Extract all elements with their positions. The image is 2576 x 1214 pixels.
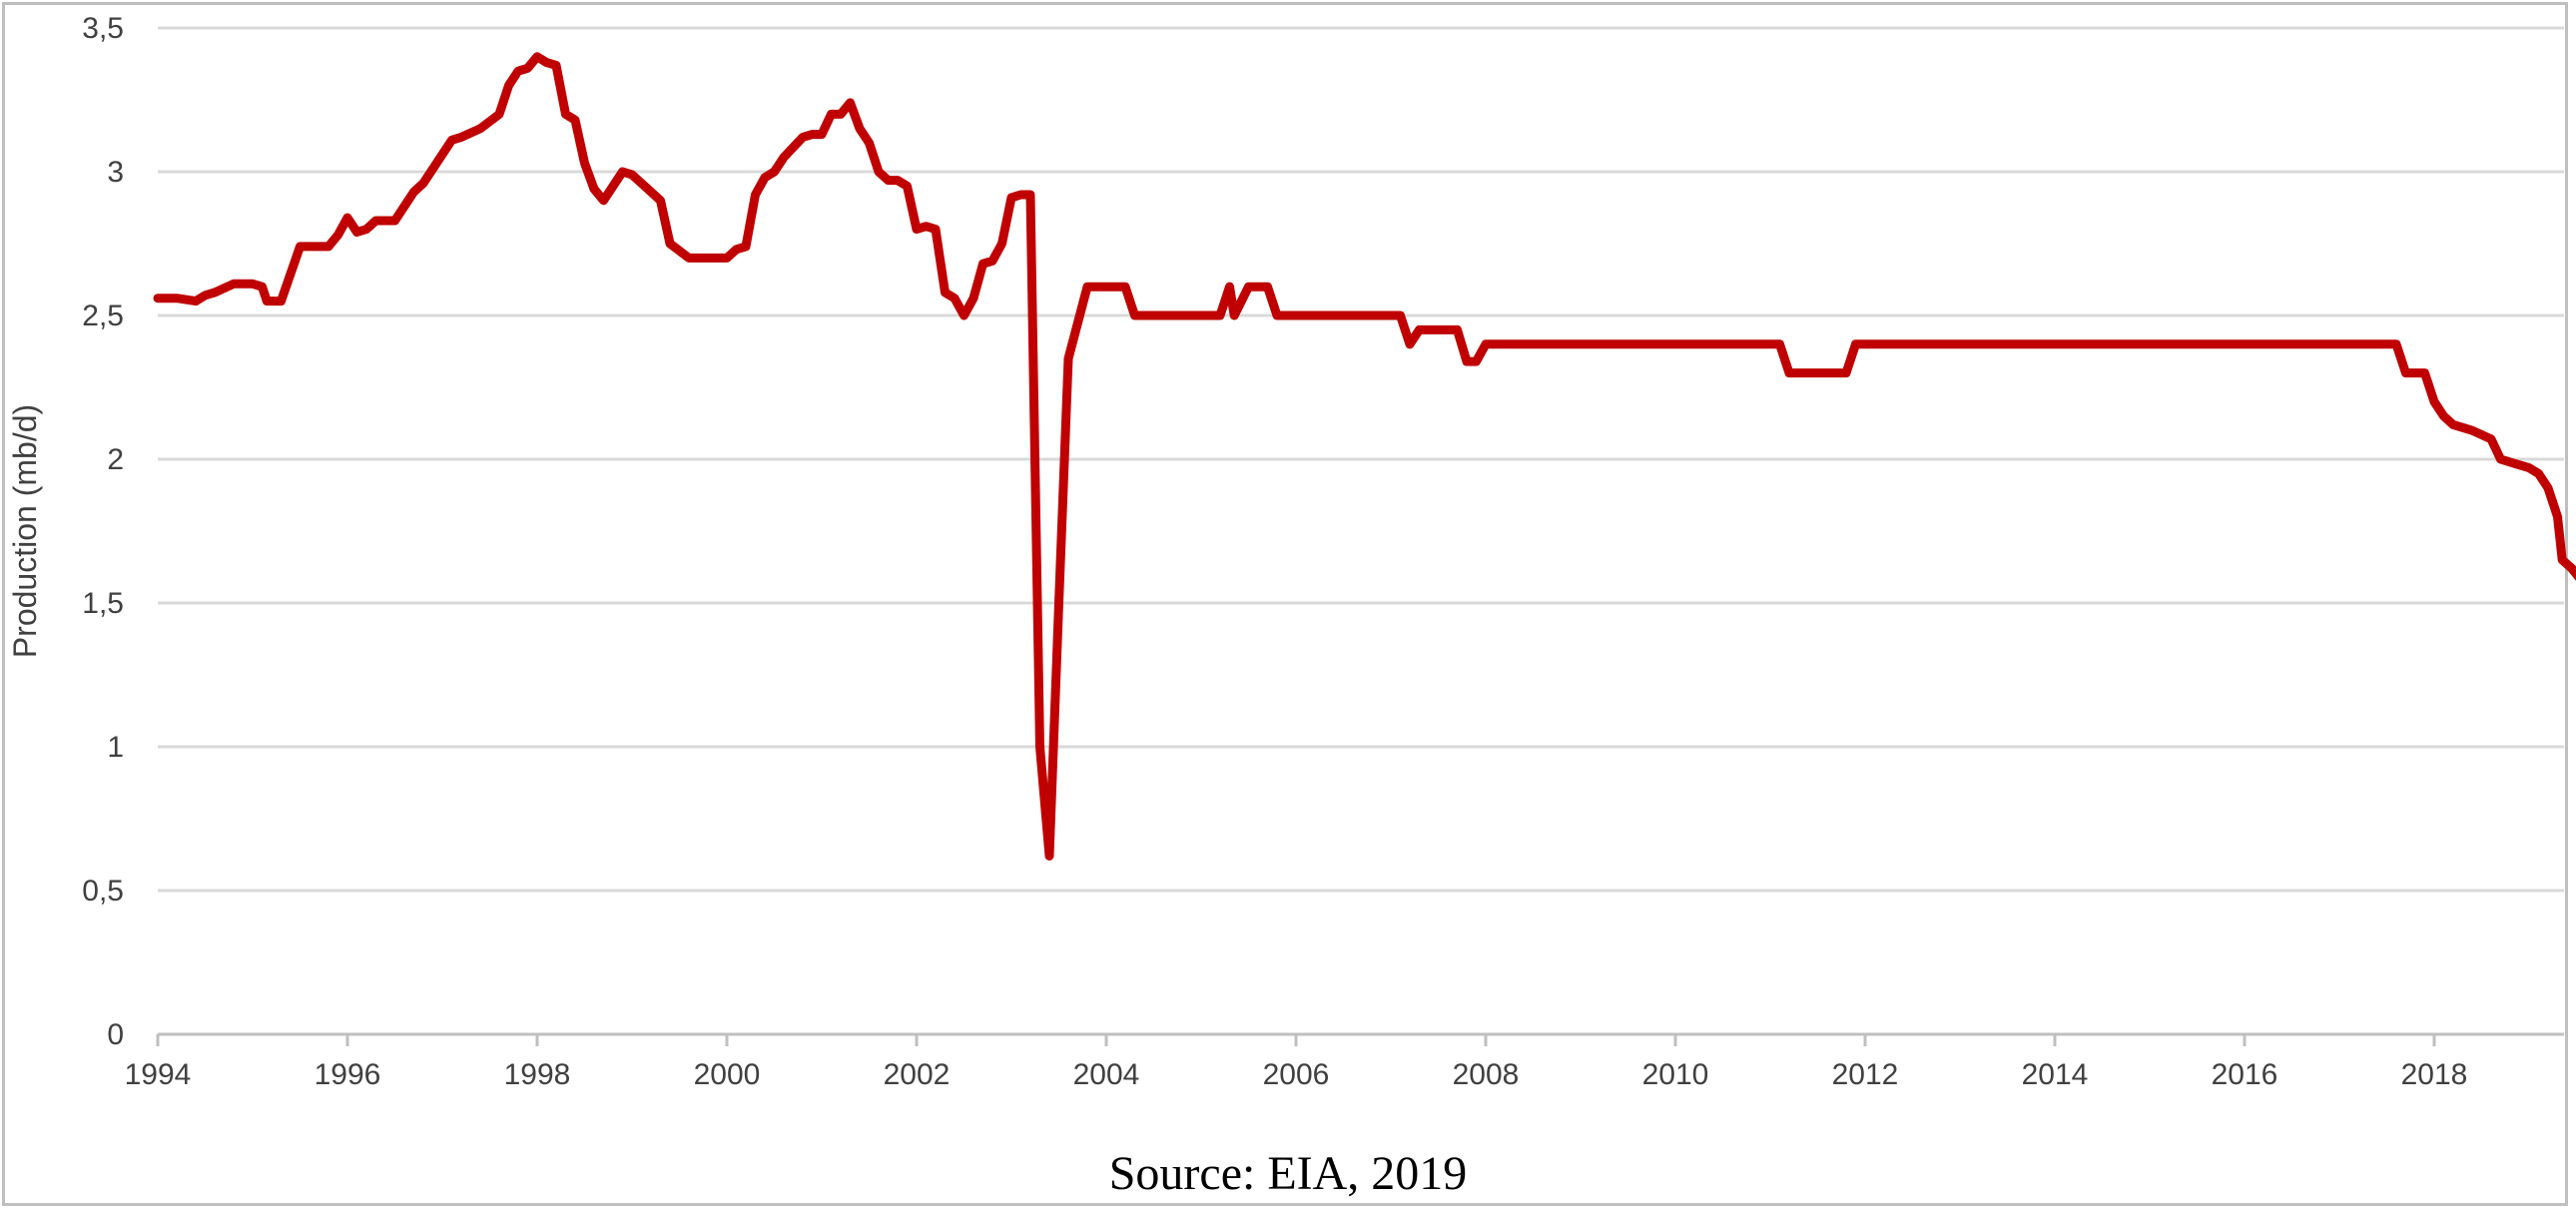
x-tick-label: 2006: [1263, 1058, 1330, 1091]
x-tick-label: 2008: [1453, 1058, 1520, 1091]
x-tick-label: 2016: [2212, 1058, 2278, 1091]
y-axis-title: Production (mb/d): [7, 404, 43, 658]
x-tick-label: 2012: [1832, 1058, 1899, 1091]
y-tick-label: 1,5: [82, 587, 124, 620]
x-tick-label: 2010: [1642, 1058, 1709, 1091]
series-line-0: [153, 52, 2576, 861]
x-tick-label: 1998: [504, 1058, 571, 1091]
x-tick-label: 1994: [125, 1058, 192, 1091]
source-caption: Source: EIA, 2019: [1108, 1147, 1468, 1200]
y-tick-label: 0,5: [82, 875, 124, 908]
x-tick-label: 2018: [2401, 1058, 2468, 1091]
y-tick-label: 1: [107, 731, 124, 764]
y-tick-label: 3,5: [82, 12, 124, 45]
series-group: [153, 52, 2576, 861]
x-tick-label: 2002: [884, 1058, 951, 1091]
x-tick-labels: 1994 1996 1998 2000 2002 2004 2006 2008 2010 2012…: [125, 1058, 2468, 1091]
y-tick-label: 0: [107, 1018, 124, 1051]
x-tick-label: 2004: [1073, 1058, 1140, 1091]
y-tick-label: 3: [107, 156, 124, 189]
x-tick-label: 2000: [694, 1058, 761, 1091]
gridlines: [158, 26, 2564, 893]
x-tick-label: 1996: [315, 1058, 381, 1091]
y-tick-label: 2,5: [82, 300, 124, 332]
y-tick-labels: 0 0,5 1 1,5 2 2,5 3 3,5: [82, 12, 124, 1051]
y-tick-label: 2: [107, 443, 124, 476]
x-axis: [156, 1032, 2564, 1046]
x-tick-label: 2014: [2022, 1058, 2089, 1091]
